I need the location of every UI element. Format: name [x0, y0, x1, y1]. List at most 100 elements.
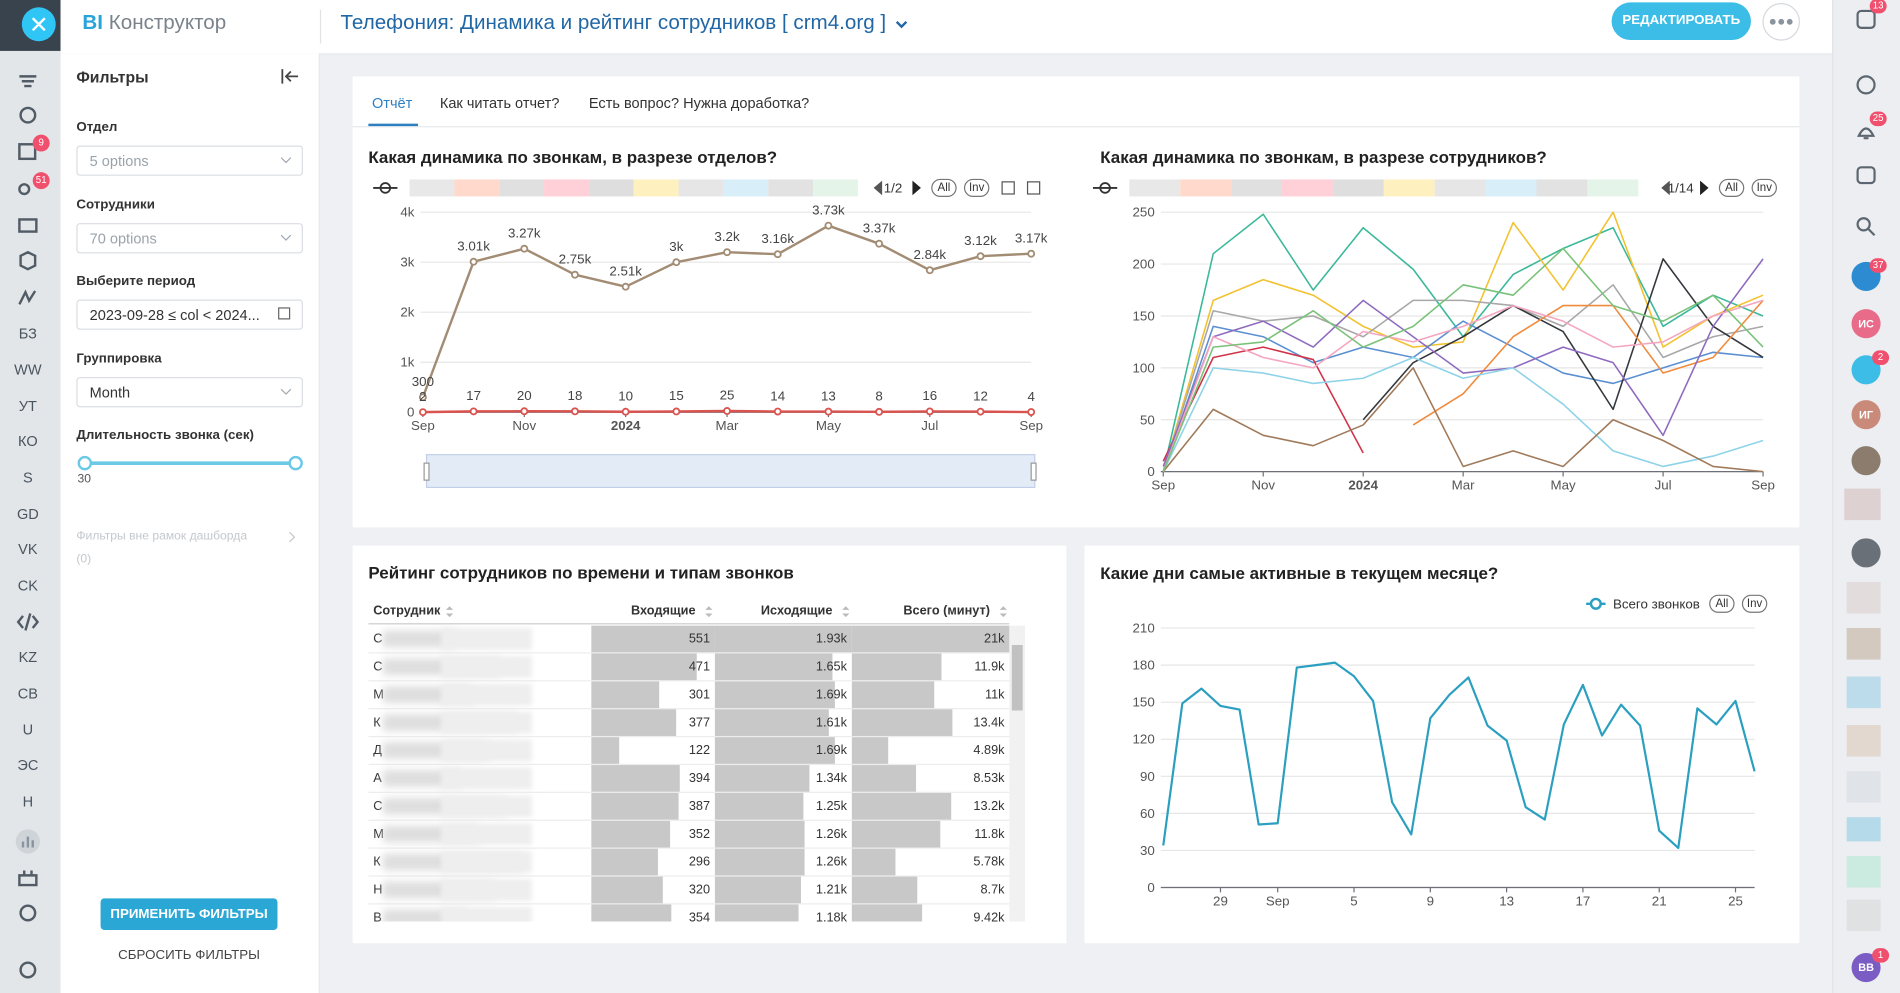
blurred-legend[interactable]	[499, 179, 545, 197]
user-avatar[interactable]: ИС	[1851, 309, 1881, 339]
blurred-avatar[interactable]	[1846, 817, 1881, 842]
help-icon[interactable]	[19, 961, 37, 979]
blurred-legend[interactable]	[544, 179, 589, 197]
nav-icon[interactable]	[18, 870, 38, 887]
nav-icon[interactable]	[19, 75, 37, 88]
column-header[interactable]: Всего (минут)	[903, 603, 990, 619]
nav-icon[interactable]	[19, 904, 37, 922]
nav-label[interactable]: S	[23, 469, 33, 487]
user-photo[interactable]	[1851, 446, 1881, 476]
blurred-legend[interactable]	[678, 179, 724, 197]
slider-handle[interactable]	[288, 455, 303, 471]
zoom-handle[interactable]	[1030, 462, 1037, 481]
nav-icon[interactable]	[18, 218, 38, 233]
blurred-legend[interactable]	[409, 179, 455, 197]
sort-icon[interactable]	[445, 606, 454, 618]
blurred-avatar[interactable]	[1846, 899, 1881, 932]
toolbox-icon[interactable]	[1026, 181, 1041, 195]
toggle-pill[interactable]	[1741, 594, 1768, 613]
title-chevron[interactable]	[893, 16, 910, 33]
search-icon[interactable]	[1856, 217, 1871, 232]
blurred-legend[interactable]	[813, 179, 858, 197]
help-icon[interactable]	[1856, 9, 1876, 29]
filter-select[interactable]: 5 options	[76, 145, 303, 176]
nav-label[interactable]: БЗ	[18, 324, 37, 342]
toggle-pill[interactable]	[1709, 594, 1735, 613]
blurred-legend[interactable]	[1485, 179, 1537, 197]
blurred-legend[interactable]	[1231, 179, 1283, 197]
blurred-legend[interactable]	[723, 179, 769, 197]
column-header[interactable]: Сотрудник	[373, 603, 441, 619]
blurred-avatar[interactable]	[1846, 676, 1881, 709]
nav-label[interactable]: KZ	[18, 648, 38, 666]
data-zoom[interactable]	[425, 454, 1036, 489]
pager-next[interactable]	[1700, 180, 1709, 196]
dashboard-title[interactable]: Телефония: Динамика и рейтинг сотруднико…	[340, 10, 887, 34]
toggle-pill[interactable]	[1718, 178, 1745, 198]
sort-icon[interactable]	[999, 606, 1007, 618]
duration-slider[interactable]	[73, 452, 309, 474]
user-avatar[interactable]: ИГ	[1851, 400, 1881, 430]
blurred-legend[interactable]	[633, 179, 679, 197]
nav-label[interactable]: КО	[18, 432, 38, 450]
nav-label[interactable]: H	[22, 792, 34, 810]
blurred-avatar[interactable]	[1846, 771, 1881, 803]
filter-select[interactable]: Month	[76, 377, 303, 408]
nav-label[interactable]: WW	[14, 361, 42, 379]
toolbox-icon[interactable]	[1001, 181, 1015, 195]
sort-icon[interactable]	[842, 606, 850, 618]
sort-icon[interactable]	[705, 606, 713, 618]
blurred-avatar[interactable]	[1846, 725, 1881, 757]
blurred-avatar[interactable]	[1844, 488, 1881, 521]
scrollbar-thumb[interactable]	[1011, 645, 1023, 711]
nav-icon[interactable]	[18, 183, 31, 196]
filter-select[interactable]: 2023-09-28 ≤ col < 2024...	[76, 299, 303, 330]
tab[interactable]: Есть вопрос? Нужна доработка?	[588, 94, 810, 112]
filter-select[interactable]: 70 options	[76, 223, 303, 254]
nav-label[interactable]: CK	[17, 577, 38, 595]
blurred-legend[interactable]	[1383, 179, 1435, 197]
nav-label[interactable]: U	[22, 721, 34, 739]
blurred-avatar[interactable]	[1846, 628, 1881, 660]
tab[interactable]: Отчёт	[372, 94, 413, 112]
nav-icon[interactable]	[18, 289, 37, 305]
nav-label[interactable]: ЭС	[17, 756, 39, 774]
nav-icon[interactable]	[18, 143, 37, 161]
tab[interactable]: Как читать отчет?	[439, 94, 560, 112]
toggle-pill[interactable]	[1751, 178, 1778, 198]
blurred-legend[interactable]	[1282, 179, 1333, 197]
nav-icon[interactable]	[19, 250, 37, 271]
blurred-avatar[interactable]	[1846, 855, 1881, 888]
nav-label[interactable]: GD	[16, 505, 39, 523]
toggle-pill[interactable]	[931, 178, 957, 198]
pager-prev[interactable]	[1661, 180, 1670, 196]
apply-button[interactable]: ПРИМЕНИТЬ ФИЛЬТРЫ	[100, 898, 278, 930]
pager-prev[interactable]	[873, 180, 883, 196]
bell-icon[interactable]	[1857, 127, 1876, 140]
outside-filters[interactable]: Фильтры вне рамок дашборда	[76, 529, 248, 544]
blurred-avatar[interactable]	[1846, 581, 1881, 614]
blurred-legend[interactable]	[1180, 179, 1232, 197]
legend-label[interactable]: Всего звонков	[1613, 596, 1700, 611]
blurred-legend[interactable]	[1536, 179, 1588, 197]
blurred-legend[interactable]	[1587, 179, 1639, 197]
nav-label[interactable]: CB	[17, 685, 38, 703]
blurred-legend[interactable]	[454, 179, 500, 197]
reset-button[interactable]: СБРОСИТЬ ФИЛЬТРЫ	[118, 948, 260, 963]
pager-next[interactable]	[912, 180, 921, 196]
user-photo[interactable]	[1851, 538, 1881, 568]
blurred-legend[interactable]	[1434, 179, 1486, 197]
collapse-button[interactable]	[279, 67, 301, 86]
zoom-handle[interactable]	[423, 462, 430, 481]
nav-icon[interactable]	[19, 106, 37, 124]
blurred-legend[interactable]	[768, 179, 814, 197]
blurred-legend[interactable]	[1129, 179, 1181, 197]
edit-button[interactable]: РЕДАКТИРОВАТЬ	[1611, 2, 1751, 41]
column-header[interactable]: Исходящие	[760, 603, 833, 619]
slider-handle[interactable]	[77, 455, 93, 471]
more-button[interactable]	[1761, 1, 1802, 42]
nav-label[interactable]: УТ	[18, 397, 37, 415]
nav-label[interactable]: VK	[18, 540, 38, 558]
right-icon[interactable]	[1856, 75, 1876, 95]
column-header[interactable]: Входящие	[631, 603, 696, 619]
